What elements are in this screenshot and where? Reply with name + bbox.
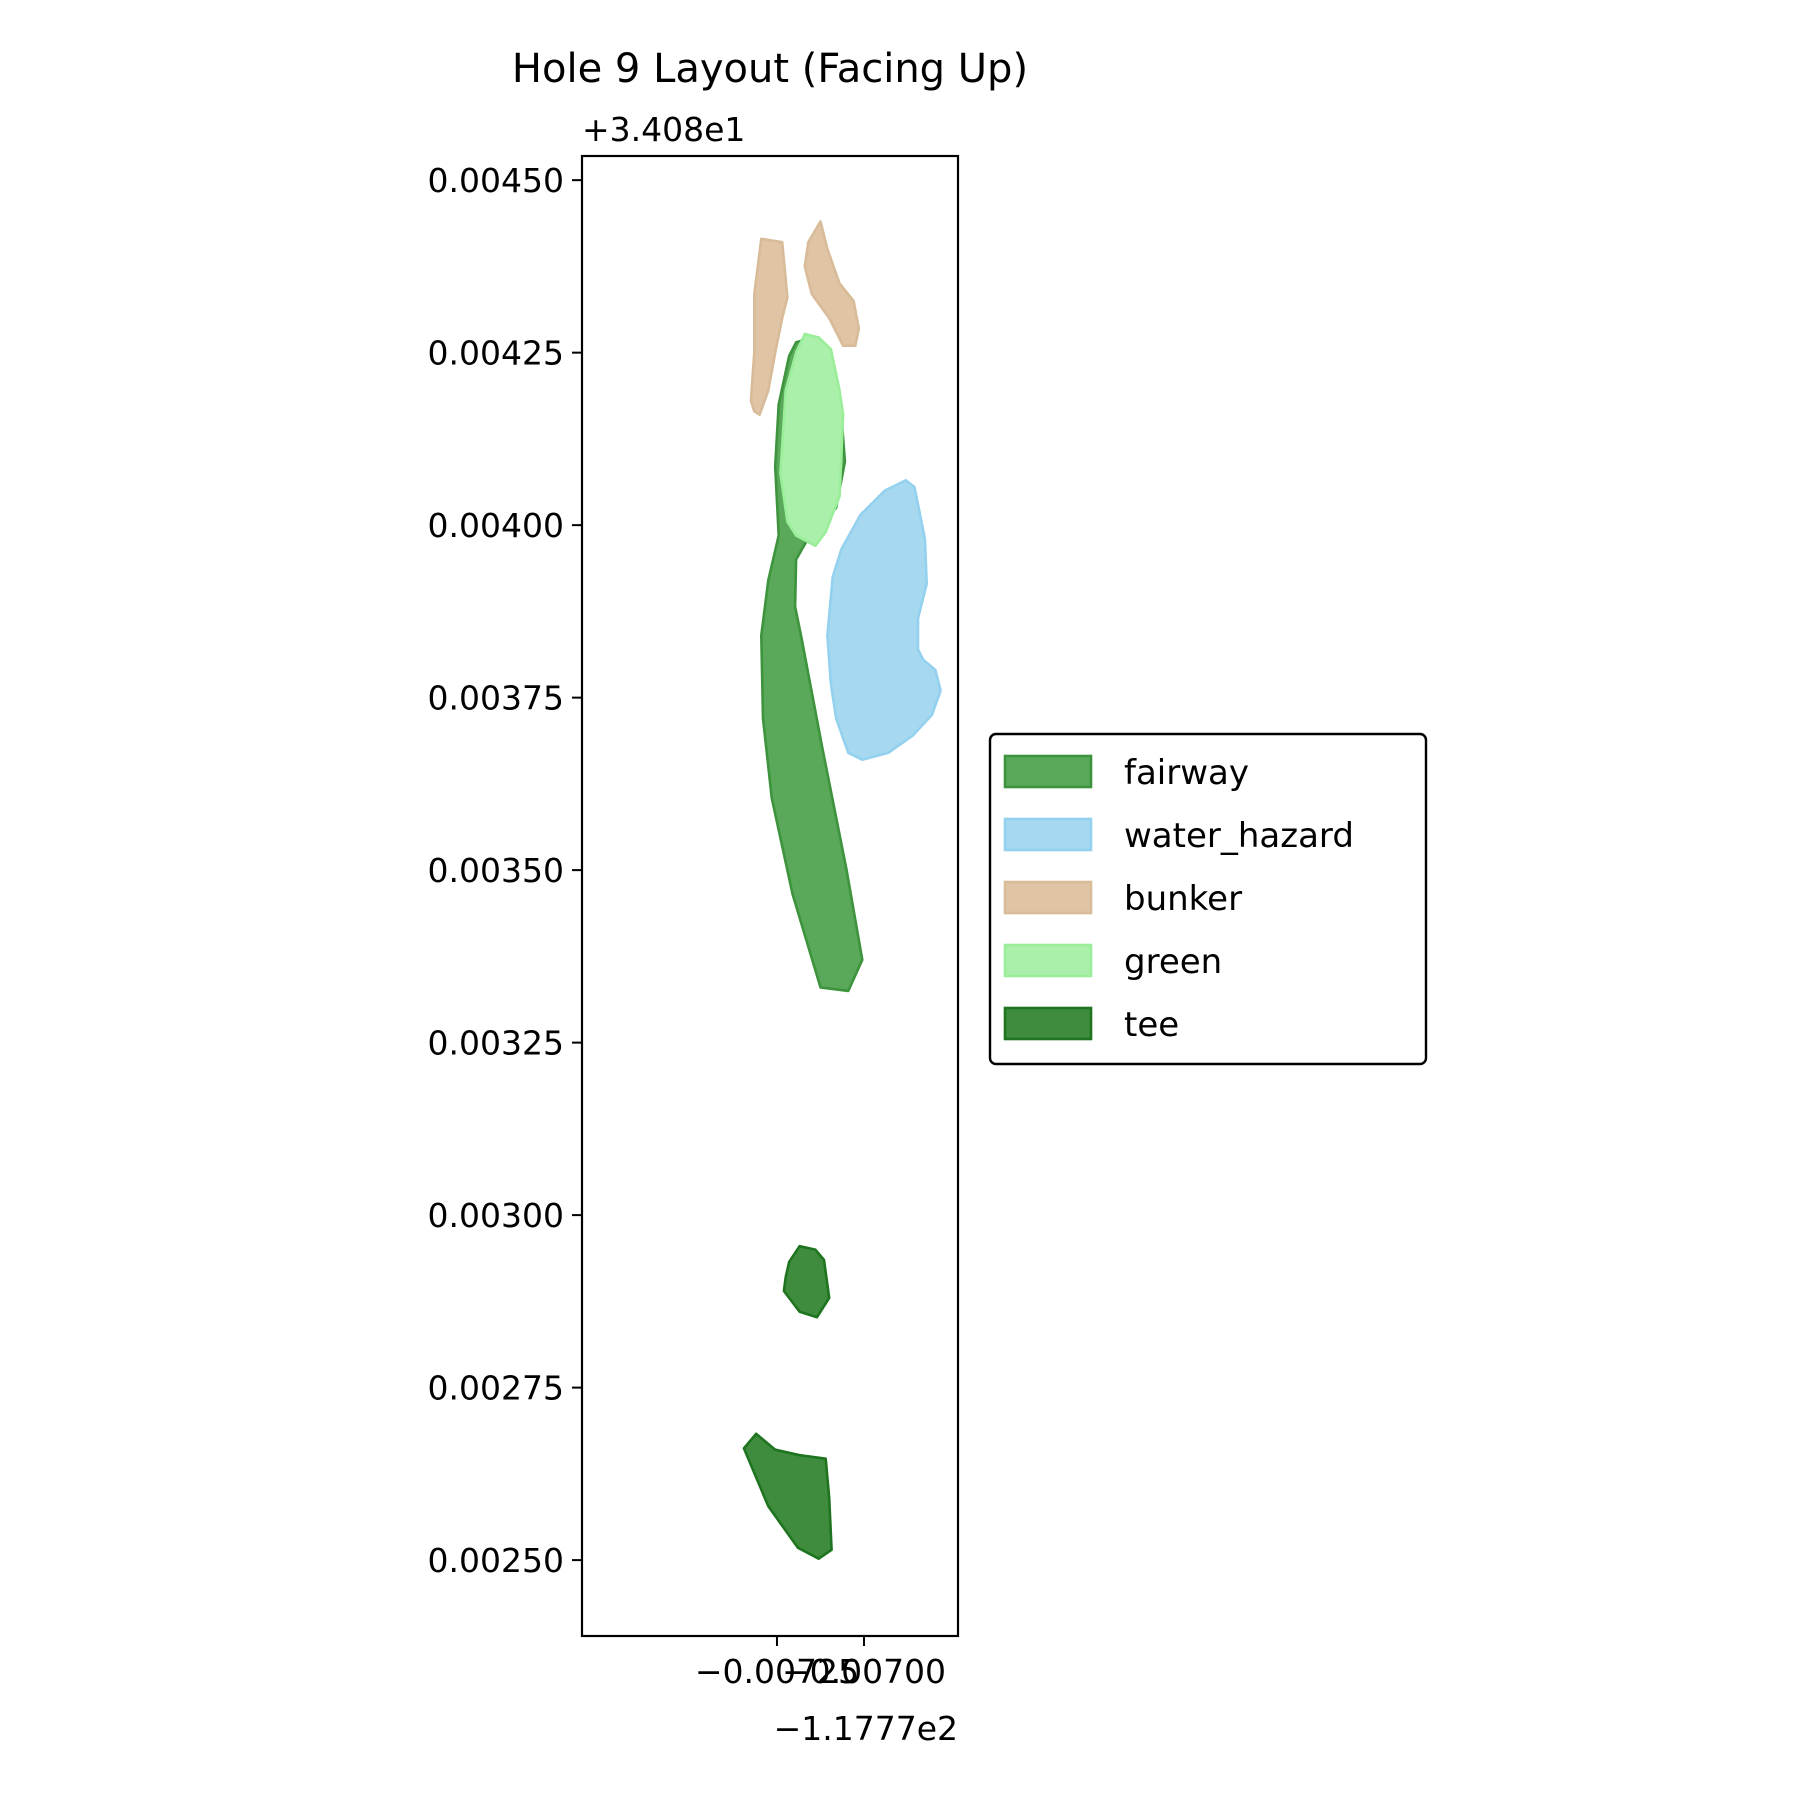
x-tick-label: −0.00700 [782,1652,946,1691]
legend-label-water-hazard: water_hazard [1124,816,1354,856]
x-axis: −0.00725−0.00700 [695,1636,946,1691]
legend-swatch-water-hazard [1003,817,1093,852]
green-polygon-1 [779,332,845,548]
legend-swatch-bunker [1003,880,1093,915]
x-offset-label: −1.1777e2 [774,1709,958,1748]
y-axis: 0.00250 0.00275 0.00300 0.00325 0.00350 0.003… [428,161,582,1580]
legend-label-bunker: bunker [1124,879,1242,919]
y-tick-label: 0.00425 [428,334,564,373]
legend-swatch-green [1003,943,1093,978]
legend-label-fairway: fairway [1124,753,1249,793]
legend-frame [988,732,1428,1066]
y-tick-label: 0.00300 [428,1196,564,1235]
chart-title: Hole 9 Layout (Facing Up) [512,46,1028,92]
tee-polygon-1 [782,1244,831,1319]
legend-swatch-tee [1003,1006,1093,1041]
y-tick-label: 0.00250 [428,1541,564,1580]
plot-area [742,220,942,1560]
water-hazard-polygon-1 [826,478,942,762]
tee-polygon-2 [742,1432,833,1560]
legend-label-green: green [1124,942,1222,982]
axes-frame [580,154,960,1638]
y-tick-label: 0.00450 [428,161,564,200]
legend-label-tee: tee [1124,1005,1179,1045]
x-tick-label: −0.00725 [695,1652,859,1691]
y-tick-label: 0.00275 [428,1369,564,1408]
y-tick-label: 0.00325 [428,1024,564,1063]
y-tick-label: 0.00350 [428,851,564,890]
legend-swatch-fairway [1003,754,1093,789]
y-offset-label: +3.408e1 [582,110,745,149]
y-tick-label: 0.00400 [428,506,564,545]
y-tick-label: 0.00375 [428,679,564,718]
bunker-polygon-2 [803,220,861,348]
bunker-polygon-1 [749,237,789,417]
